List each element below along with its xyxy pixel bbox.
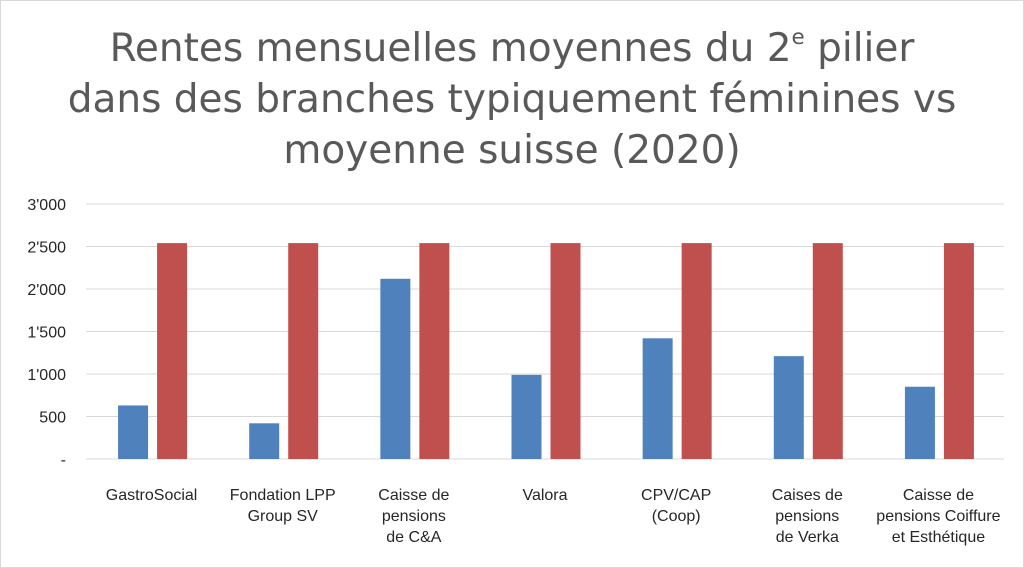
y-tick-label: 2'500 [27, 240, 66, 257]
bar-fund [773, 356, 804, 459]
bar-fund [380, 278, 411, 459]
x-category-label: Caisse de pensions Coiffure et Esthétiqu… [876, 487, 1001, 546]
chart-title-line-1-text: Rentes mensuelles moyennes du 2 [109, 26, 792, 71]
bar-swiss-average [943, 243, 974, 459]
chart-title-line-1-end: pilier [804, 26, 915, 71]
x-category-label: Caisse de pensions de C&A [378, 487, 450, 546]
bar-swiss-average [157, 243, 188, 459]
chart-title-superscript: e [791, 24, 805, 50]
y-tick-label: 3'000 [27, 197, 66, 214]
bar-fund [642, 338, 673, 459]
chart-title-line-3: moyenne suisse (2020) [283, 128, 741, 173]
bar-swiss-average [288, 243, 319, 459]
chart-title-line-2: dans des branches typiquement féminines … [67, 77, 957, 122]
y-tick-label: - [61, 452, 66, 469]
x-category-label: Valora [522, 487, 568, 504]
bar-swiss-average [419, 243, 450, 459]
y-tick-label: 1'500 [27, 325, 66, 342]
y-tick-label: 500 [39, 410, 66, 427]
chart-title: Rentes mensuelles moyennes du 2e pilier … [1, 15, 1023, 176]
y-tick-label: 2'000 [27, 282, 66, 299]
bar-swiss-average [550, 243, 581, 459]
bar-swiss-average [812, 243, 843, 459]
chart-title-line-1: Rentes mensuelles moyennes du 2e pilier [1, 15, 1023, 74]
bar-fund [904, 386, 935, 459]
bar-fund [249, 423, 280, 459]
x-category-label: GastroSocial [105, 487, 198, 504]
x-category-label: Caises de pensions de Verka [771, 487, 843, 546]
y-tick-label: 1'000 [27, 367, 66, 384]
bar-fund [118, 405, 149, 459]
x-category-label: CPV/CAP (Coop) [641, 487, 712, 525]
bar-fund [511, 374, 542, 459]
x-category-label: Fondation LPP Group SV [229, 487, 336, 525]
bar-swiss-average [681, 243, 712, 459]
